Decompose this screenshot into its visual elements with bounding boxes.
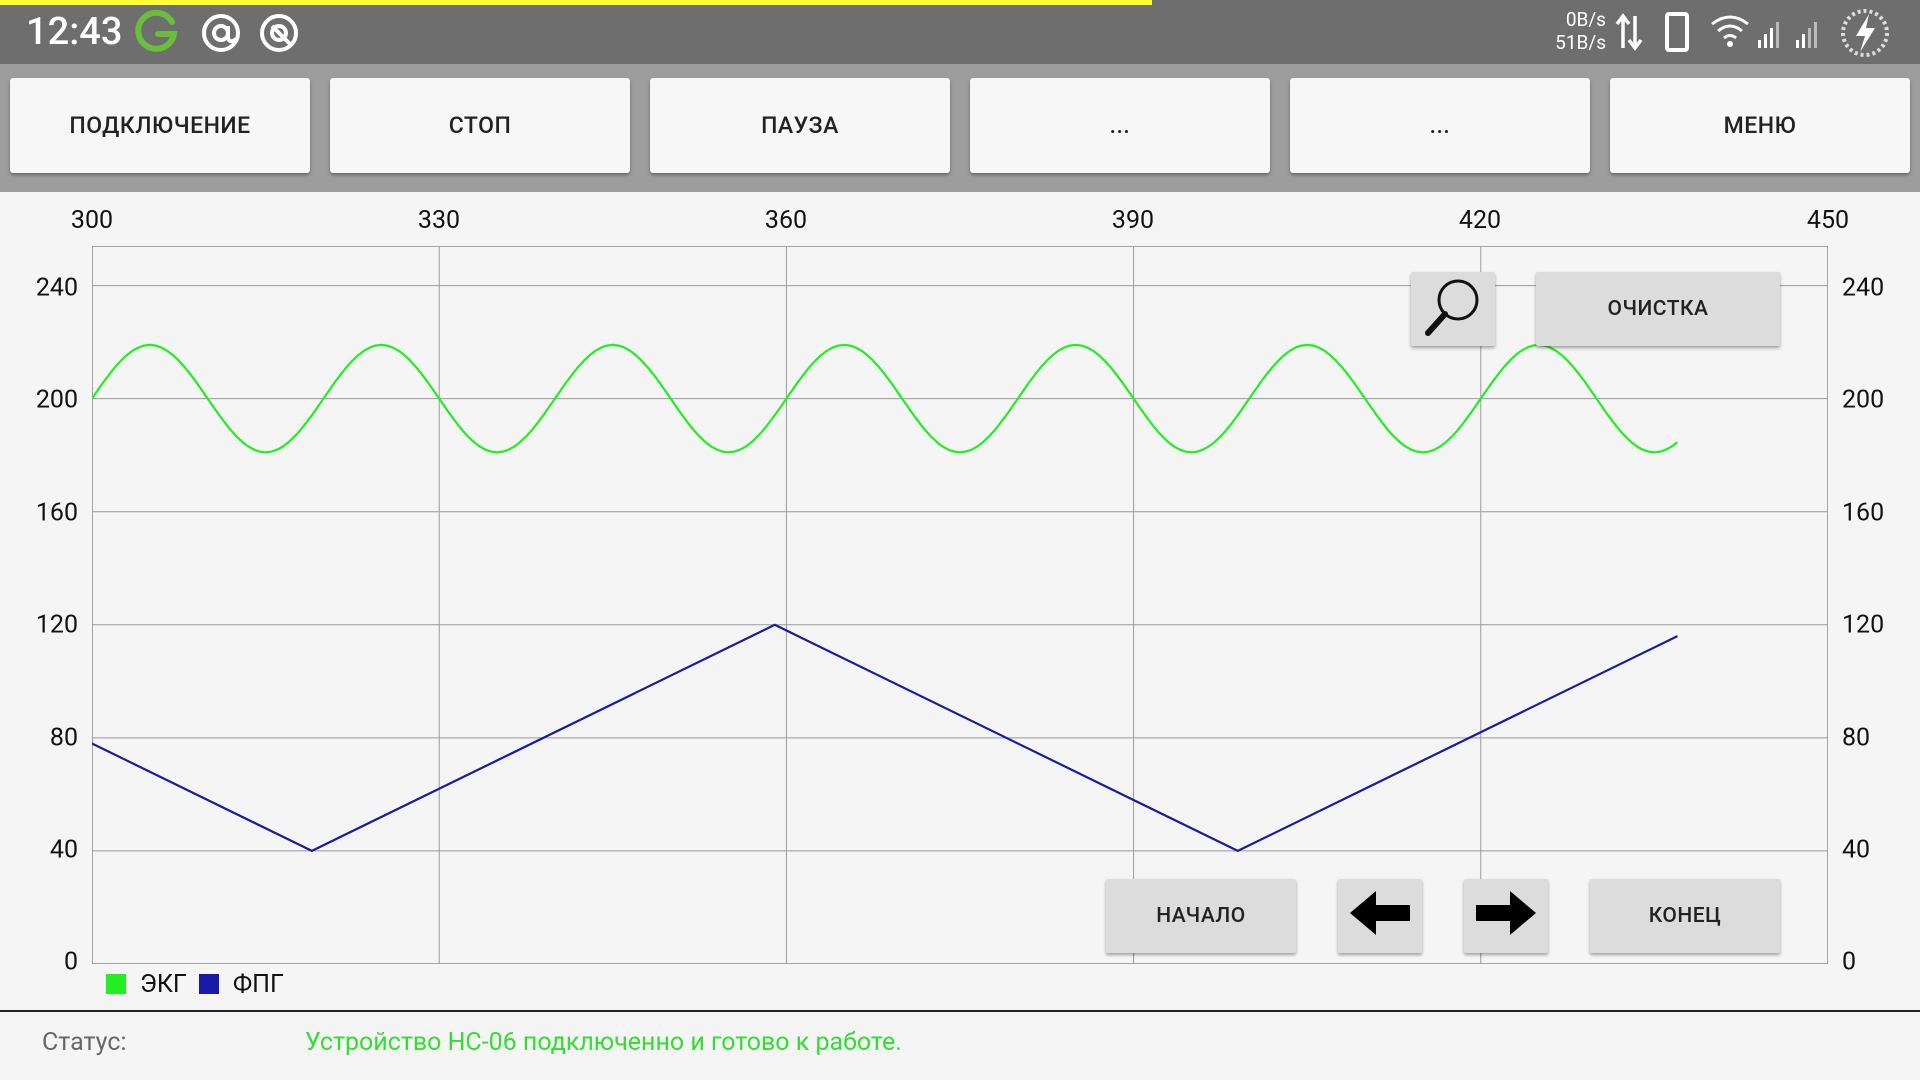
status-value: Устройство HC-06 подключенно и готово к … <box>305 1028 902 1057</box>
series-line-ppg <box>92 623 1678 853</box>
legend-label-ecg: ЭКГ <box>140 969 187 999</box>
y-tick-label: 240 <box>35 273 78 303</box>
progress-line <box>0 0 1152 5</box>
y-tick-label-right: 240 <box>1842 273 1885 303</box>
stop-button[interactable]: СТОП <box>330 78 630 173</box>
y-tick-label-right: 80 <box>1842 723 1871 753</box>
x-tick-label: 420 <box>1458 206 1502 235</box>
toolbar: ПОДКЛЮЧЕНИЕ СТОП ПАУЗА ... ... МЕНЮ <box>0 64 1920 192</box>
x-tick-label: 300 <box>70 206 114 235</box>
end-button[interactable]: КОНЕЦ <box>1590 879 1780 953</box>
battery-charging-icon <box>1841 9 1889 57</box>
clock: 12:43 <box>26 10 123 54</box>
data-arrows-icon <box>1615 13 1643 51</box>
series-lines <box>92 343 1679 853</box>
net-down: 51B/s <box>1555 31 1606 54</box>
net-up: 0B/s <box>1565 8 1606 31</box>
x-tick-label: 330 <box>417 206 461 235</box>
legend-label-ppg: ФПГ <box>232 969 284 999</box>
network-speed: 0B/s 51B/s <box>1540 8 1606 54</box>
phone-icon <box>1665 12 1689 52</box>
y-tick-label: 80 <box>49 723 78 753</box>
next-button[interactable] <box>1464 879 1548 953</box>
arrow-right-icon <box>1476 891 1536 935</box>
y-tick-label: 120 <box>35 610 78 640</box>
status-divider <box>0 1010 1920 1012</box>
x-tick-label: 360 <box>764 206 808 235</box>
y-tick-label-right: 200 <box>1842 385 1885 415</box>
y-tick-label-right: 120 <box>1842 610 1885 640</box>
clear-button[interactable]: ОЧИСТКА <box>1536 272 1780 346</box>
connect-button[interactable]: ПОДКЛЮЧЕНИЕ <box>10 78 310 173</box>
y-tick-label-right: 40 <box>1842 835 1871 865</box>
pause-button[interactable]: ПАУЗА <box>650 78 950 173</box>
y-tick-label: 0 <box>63 947 78 977</box>
at-icon <box>202 14 240 52</box>
status-bar: 12:43 0B/s 51B/s <box>0 0 1920 64</box>
chart-legend: ЭКГ ФПГ <box>106 968 296 1000</box>
y-tick-label-right: 0 <box>1842 947 1857 977</box>
y-tick-label: 200 <box>35 385 78 415</box>
g-icon <box>135 9 178 52</box>
x-tick-label: 450 <box>1806 206 1850 235</box>
y-tick-label: 40 <box>49 835 78 865</box>
extra-button-2[interactable]: ... <box>1290 78 1590 173</box>
status-label: Статус: <box>42 1028 127 1057</box>
arrow-left-icon <box>1350 891 1410 935</box>
status-line: Статус: Устройство HC-06 подключенно и г… <box>0 1012 1920 1080</box>
y-tick-label-right: 160 <box>1842 498 1885 528</box>
plot-frame <box>92 246 1828 964</box>
menu-button[interactable]: МЕНЮ <box>1610 78 1910 173</box>
zoom-button[interactable] <box>1411 272 1495 346</box>
signal-icon <box>1758 22 1779 48</box>
signal-icon-2 <box>1796 22 1817 48</box>
series-line-ecg <box>92 343 1679 454</box>
y-tick-label: 160 <box>35 498 78 528</box>
legend-swatch-ppg <box>198 974 219 994</box>
circle-q-icon <box>260 14 298 52</box>
search-icon <box>1425 279 1479 336</box>
legend-swatch-ecg <box>106 974 126 994</box>
start-button[interactable]: НАЧАЛО <box>1106 879 1296 953</box>
chart-plot[interactable] <box>92 246 1828 964</box>
extra-button-1[interactable]: ... <box>970 78 1270 173</box>
wifi-icon <box>1711 15 1749 47</box>
prev-button[interactable] <box>1338 879 1422 953</box>
x-tick-label: 390 <box>1111 206 1155 235</box>
